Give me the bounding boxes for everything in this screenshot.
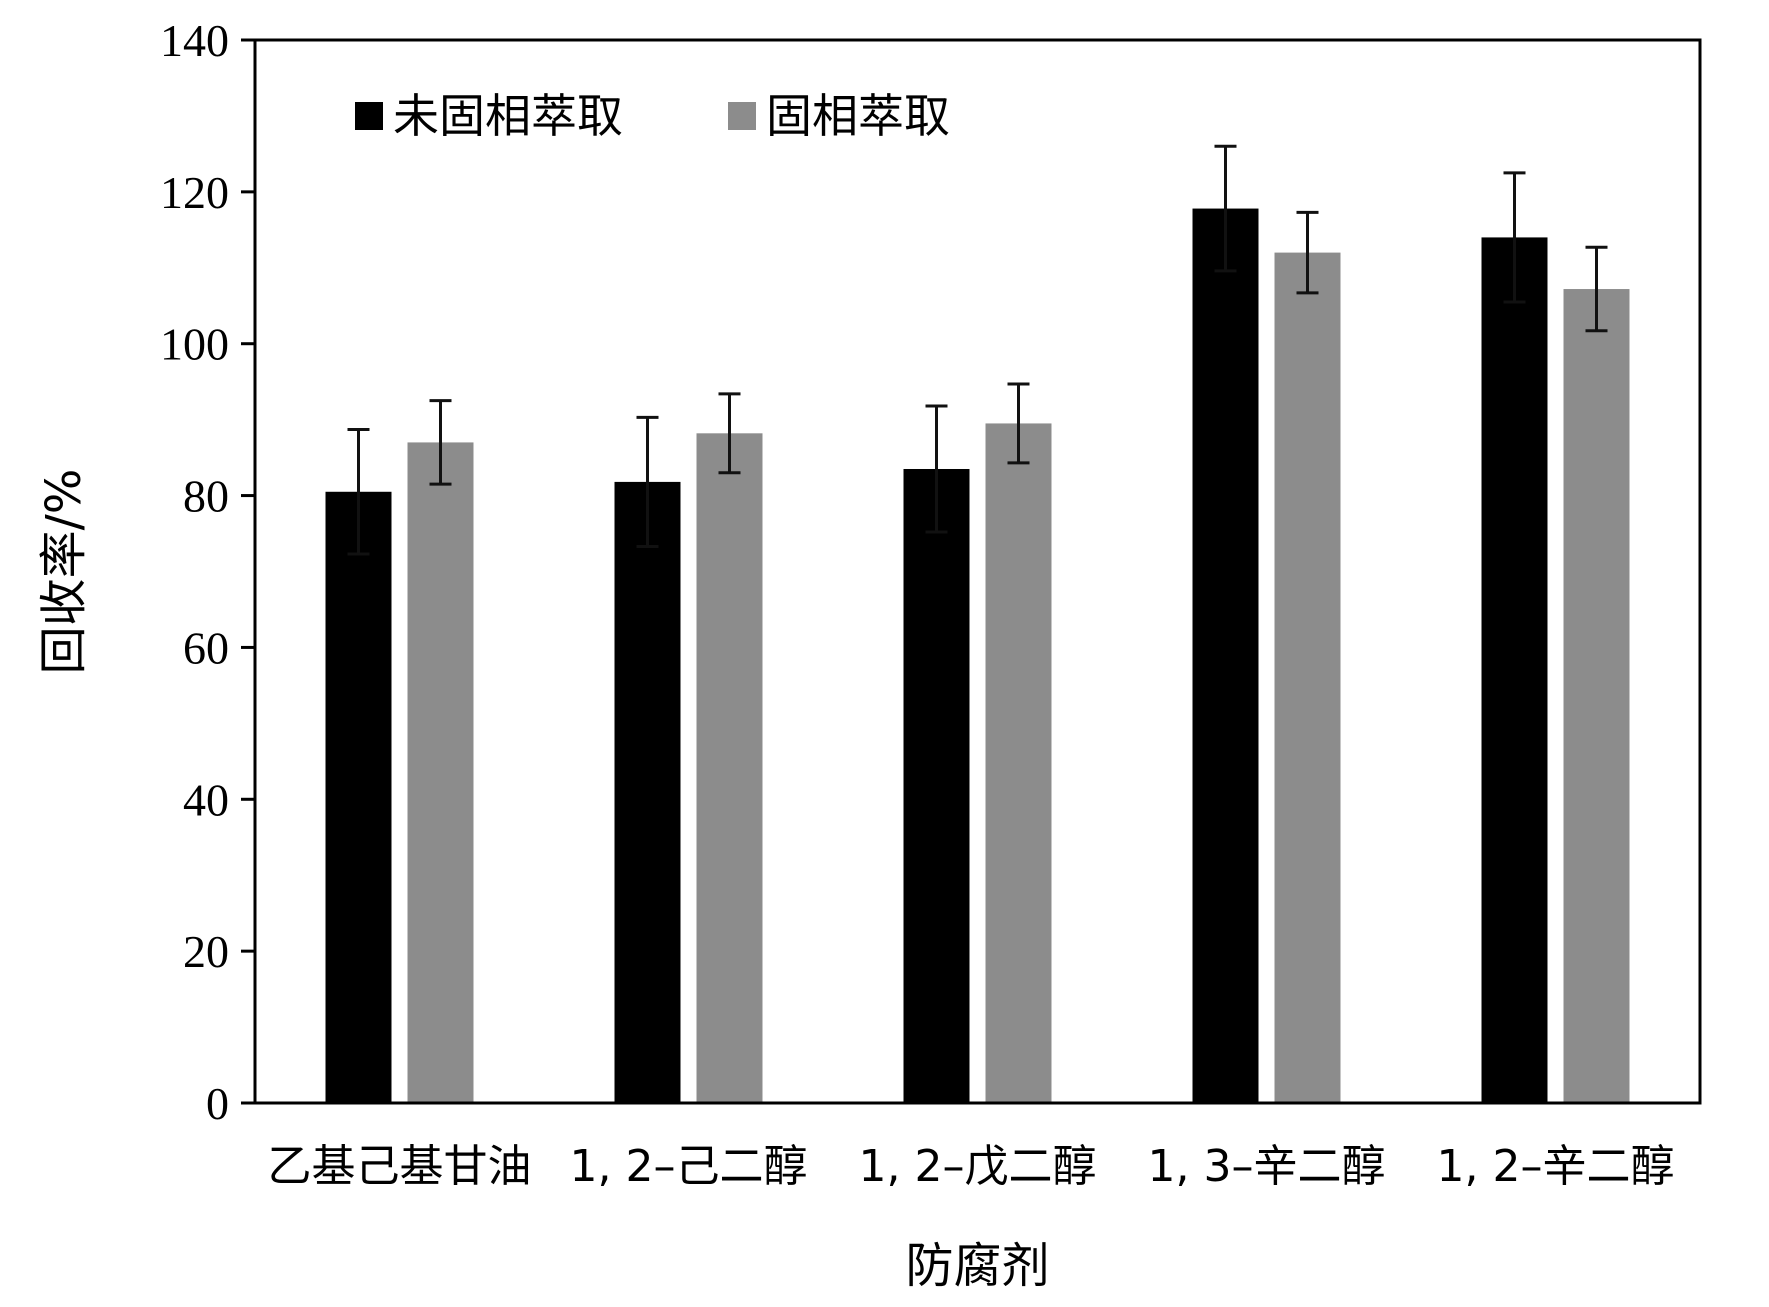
error-bar bbox=[347, 428, 370, 556]
bar bbox=[1481, 237, 1548, 1103]
x-category-label: 1, 2–辛二醇 bbox=[1437, 1141, 1675, 1192]
legend-item: 固相萃取 bbox=[728, 89, 950, 143]
y-axis-ticks: 0 20 40 60 80 100 120 140 bbox=[160, 15, 255, 1129]
error-bar bbox=[925, 404, 948, 534]
bar bbox=[1274, 252, 1341, 1104]
y-tick-label: 100 bbox=[160, 319, 229, 370]
y-tick-label: 20 bbox=[183, 926, 229, 977]
x-category-label: 1, 3–辛二醇 bbox=[1148, 1141, 1386, 1192]
error-bar bbox=[636, 415, 659, 548]
error-bar bbox=[1296, 210, 1319, 295]
bar bbox=[1563, 289, 1630, 1103]
bar bbox=[614, 481, 681, 1103]
legend-label: 固相萃取 bbox=[766, 89, 950, 143]
legend-item: 未固相萃取 bbox=[355, 89, 623, 143]
legend-label: 未固相萃取 bbox=[393, 89, 623, 143]
bar bbox=[696, 433, 763, 1103]
bar bbox=[903, 468, 970, 1103]
y-axis-title: 回收率/% bbox=[36, 469, 92, 675]
x-category-label: 乙基己基甘油 bbox=[268, 1141, 532, 1192]
error-bar bbox=[1214, 144, 1237, 273]
plot-frame bbox=[253, 38, 1702, 1105]
bar bbox=[985, 423, 1052, 1103]
plot-area bbox=[325, 144, 1630, 1104]
x-axis-category-labels: 乙基己基甘油 1, 2–己二醇 1, 2–戊二醇 1, 3–辛二醇 1, 2–辛二醇 bbox=[268, 1141, 1675, 1192]
error-bar bbox=[1503, 171, 1526, 304]
legend-swatch bbox=[355, 102, 383, 130]
x-category-label: 1, 2–戊二醇 bbox=[859, 1141, 1097, 1192]
bar bbox=[407, 442, 474, 1104]
x-axis-title: 防腐剂 bbox=[905, 1238, 1049, 1294]
bar bbox=[325, 491, 392, 1103]
error-bar bbox=[1585, 245, 1608, 333]
legend: 未固相萃取 固相萃取 bbox=[355, 89, 950, 143]
y-tick-label: 140 bbox=[160, 15, 229, 66]
error-bar bbox=[429, 399, 452, 486]
legend-swatch bbox=[728, 102, 756, 130]
error-bar bbox=[718, 392, 741, 475]
y-tick-label: 60 bbox=[183, 622, 229, 673]
y-tick-label: 120 bbox=[160, 167, 229, 218]
y-tick-label: 40 bbox=[183, 774, 229, 825]
y-tick-label: 80 bbox=[183, 471, 229, 522]
error-bar bbox=[1007, 382, 1030, 465]
bar bbox=[1192, 208, 1259, 1104]
x-category-label: 1, 2–己二醇 bbox=[570, 1141, 808, 1192]
y-tick-label: 0 bbox=[206, 1078, 229, 1129]
